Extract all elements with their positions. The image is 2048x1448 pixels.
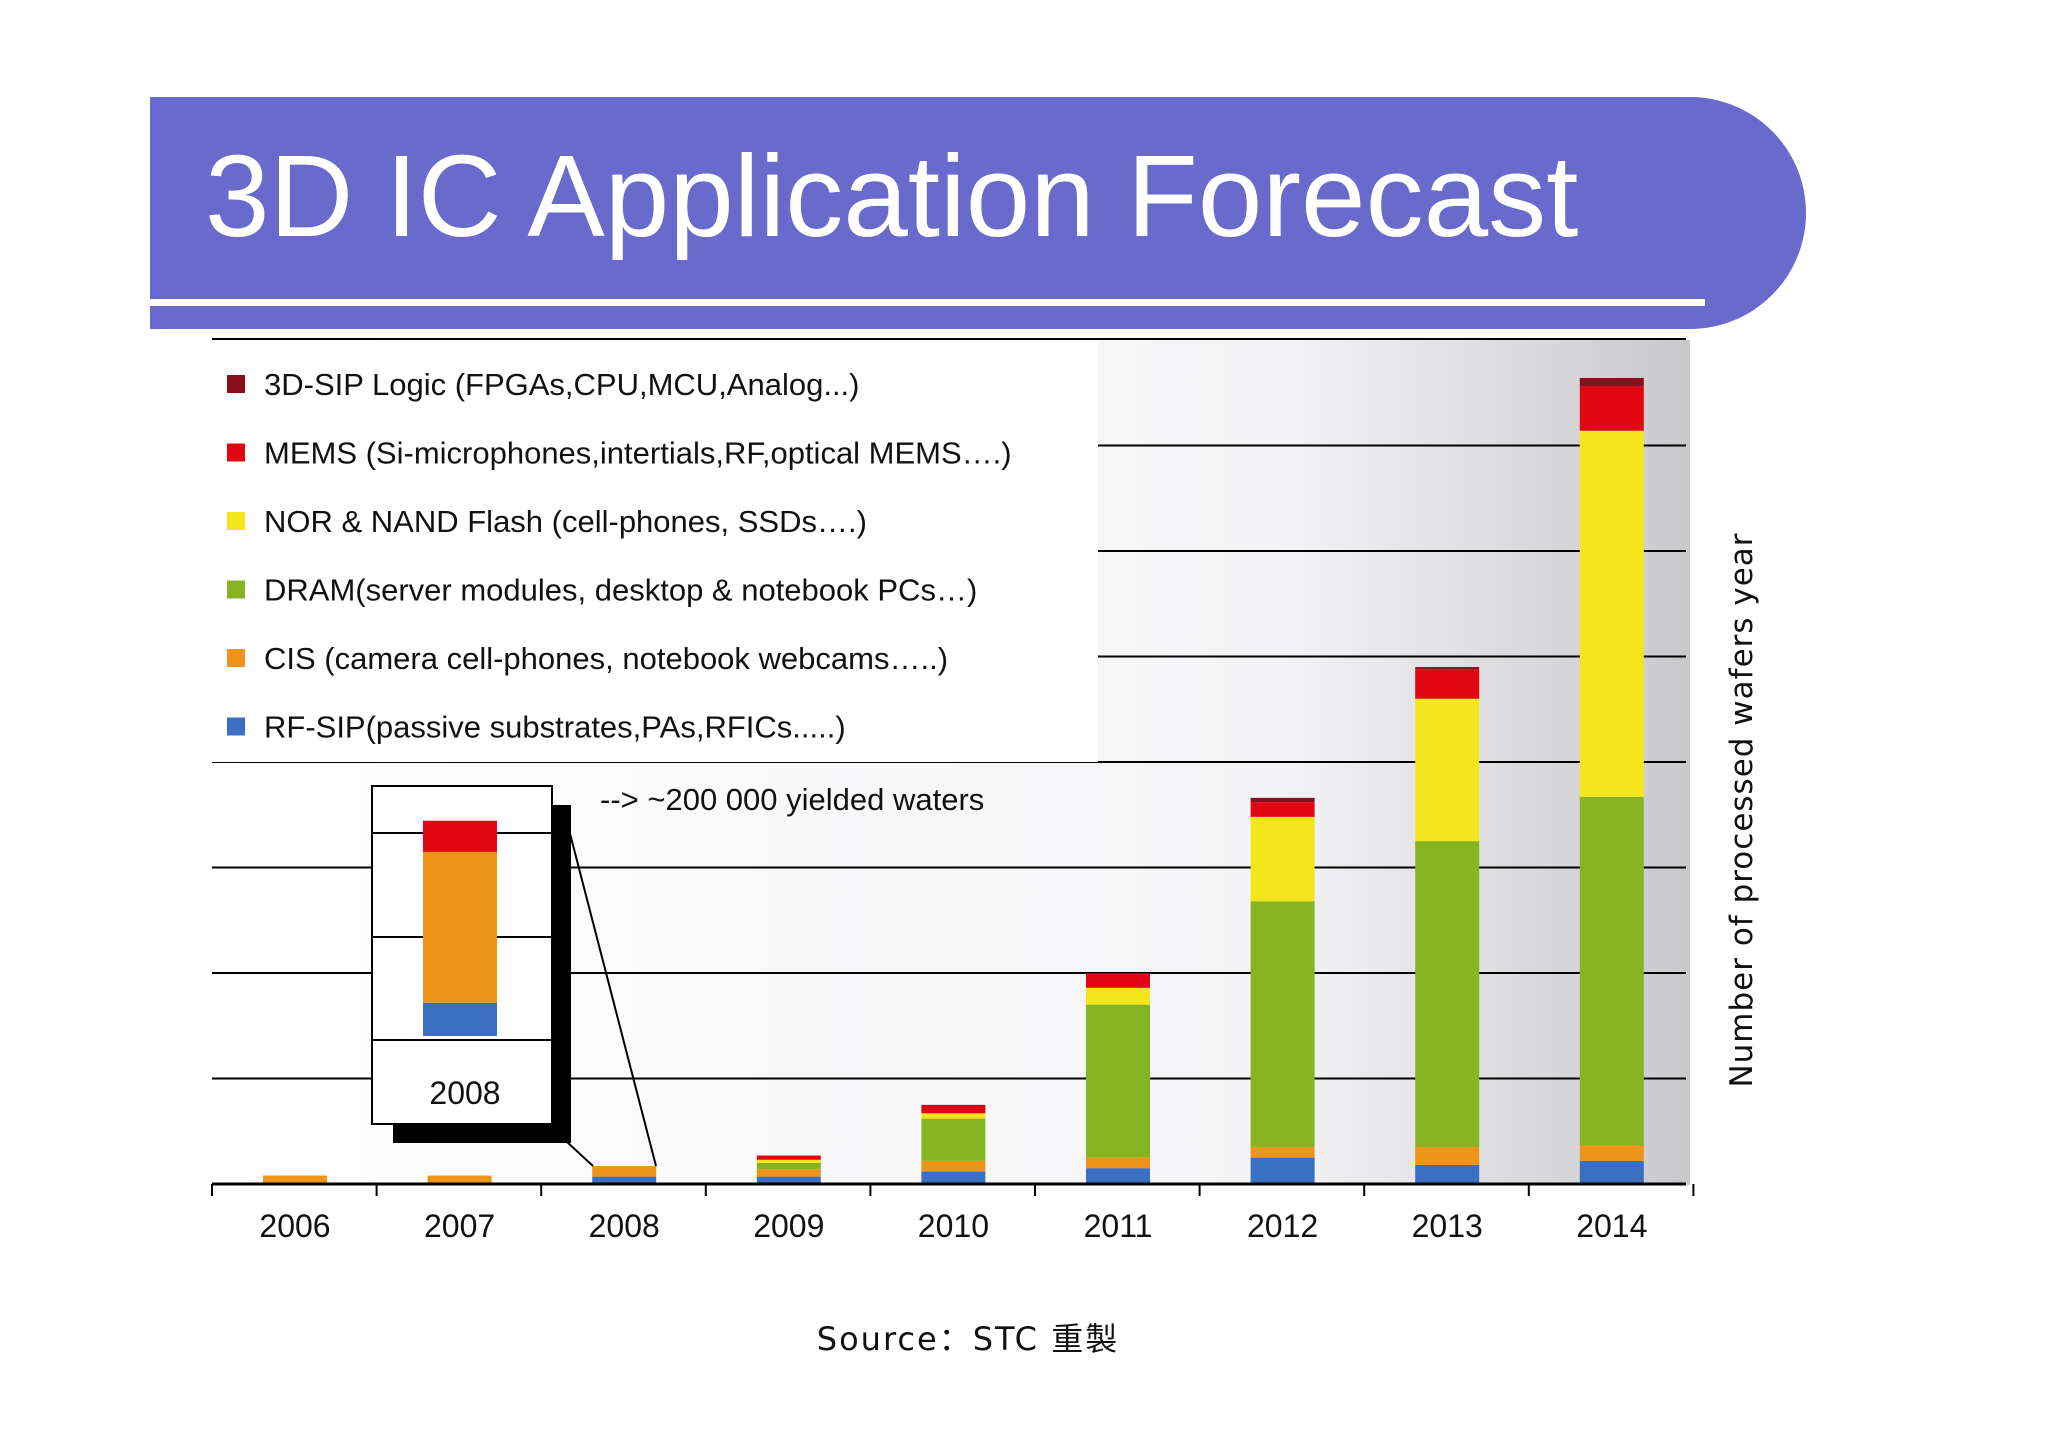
legend-label: 3D-SIP Logic (FPGAs,CPU,MCU,Analog...) [264,367,860,402]
bar-segment [1250,1147,1315,1158]
bar-segment [756,1169,821,1177]
bar-series [263,377,1644,1184]
stacked-bar-chart: 2006 2007 2008 2009 2010 2011 2012 2013 2014 3D-… [211,338,1760,1244]
bar-segment [921,1160,986,1172]
bar-segment [1415,1165,1480,1184]
page-title: 3D IC Application Forecast [205,131,1578,261]
bar-segment [592,1176,657,1184]
bar-segment [1579,1160,1644,1184]
bar-segment [921,1105,986,1114]
x-tick-label: 2013 [1412,1208,1483,1244]
bar-segment [1579,1144,1644,1161]
legend-swatch [227,717,245,736]
annotation-yielded-wafers: --> ~200 000 yielded waters [600,782,984,817]
bar-segment [756,1159,821,1163]
bar-segment [921,1171,986,1184]
bar-segment [1250,802,1315,817]
bar-segment [921,1113,986,1119]
legend-label: DRAM(server modules, desktop & notebook … [264,573,977,608]
bar-segment [1415,669,1480,699]
x-tick-label: 2006 [259,1208,330,1244]
bar-segment [756,1162,821,1170]
bar-segment [1579,377,1644,387]
x-tick-label: 2008 [589,1208,660,1244]
legend-label: RF-SIP(passive substrates,PAs,RFICs.....… [264,710,846,745]
x-tick-label: 2010 [918,1208,989,1244]
bar-segment [1415,667,1480,670]
x-tick-label: 2014 [1576,1208,1647,1244]
inset-zoom: 2008 [371,785,657,1167]
bar-segment [756,1155,821,1160]
y-axis-label: Number of processed wafers year [1724,532,1760,1087]
bar-segment [1415,1147,1480,1166]
title-banner-background [150,97,1806,329]
bar-segment [427,1175,492,1184]
inset-bar [423,820,497,1036]
bar-segment [1415,841,1480,1148]
inset-category-label: 2008 [429,1075,500,1111]
x-tick-label: 2007 [424,1208,495,1244]
bar-segment [1579,386,1644,431]
bar-segment [756,1176,821,1184]
x-tick-label: 2011 [1084,1208,1153,1244]
legend-background [212,342,1098,762]
bar-segment [1086,987,1150,1005]
legend-swatch [227,580,245,599]
plot-top-border [212,338,1686,340]
source-credit: Source：STC 重製 [817,1320,1119,1358]
bar-segment [1086,1168,1150,1184]
legend-swatch [227,649,245,667]
title-underline [150,299,1705,306]
bar-segment [921,1118,986,1161]
inset-connector-top [566,821,657,1167]
legend-swatch [227,443,245,462]
legend: 3D-SIP Logic (FPGAs,CPU,MCU,Analog...) ME… [212,342,1098,762]
title-banner: 3D IC Application Forecast [150,97,1806,329]
x-tick-label: 2012 [1247,1208,1318,1244]
bar-segment [1086,973,1150,975]
bar-segment [1250,816,1315,902]
bar-segment [1250,797,1315,803]
inset-bar-segment [423,820,497,852]
bar-segment [592,1166,657,1177]
x-tick-label: 2009 [753,1208,824,1244]
bar-segment [921,1104,986,1106]
legend-swatch [227,375,245,393]
bar-segment [1086,974,1150,988]
legend-label: NOR & NAND Flash (cell-phones, SSDs….) [264,504,867,539]
inset-bar-segment [423,1002,497,1036]
bar-segment [1579,430,1644,797]
bar-segment [263,1175,327,1184]
x-axis-ticks: 2006 2007 2008 2009 2010 2011 2012 2013 2014 [211,1184,1695,1244]
bar-segment [1250,901,1315,1148]
legend-label: MEMS (Si-microphones,intertials,RF,optic… [264,436,1012,471]
bar-segment [1086,1157,1150,1169]
legend-label: CIS (camera cell-phones, notebook webcam… [264,641,948,676]
inset-connector-bottom [566,1141,594,1167]
legend-swatch [227,512,245,530]
bar-segment [1086,1004,1150,1158]
bar-segment [1415,698,1480,842]
inset-bar-segment [423,851,497,1003]
bar-segment [1250,1157,1315,1184]
bar-segment [1579,796,1644,1145]
